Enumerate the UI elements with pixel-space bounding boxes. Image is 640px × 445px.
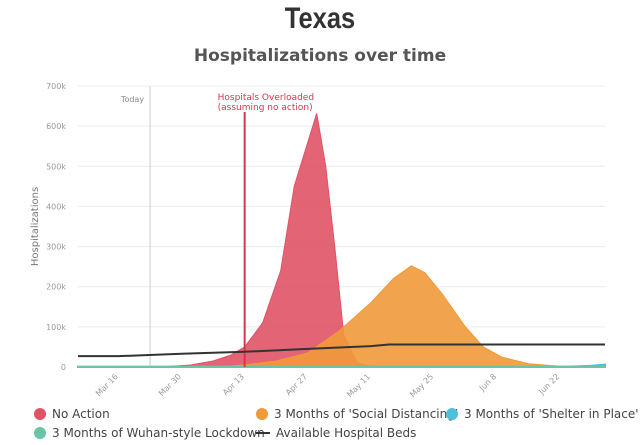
x-tick-label: Mar 16 (94, 372, 120, 398)
overloaded-sublabel: (assuming no action) (218, 103, 313, 113)
x-tick-label: May 11 (345, 372, 372, 399)
y-tick-label: 400k (46, 202, 66, 211)
x-tick-label: Jun 22 (536, 372, 561, 397)
x-tick-label: Apr 13 (221, 372, 246, 397)
y-tick-label: 700k (46, 82, 66, 91)
legend-label: 3 Months of Wuhan-style Lockdown (52, 426, 265, 440)
x-tick-label: May 25 (408, 372, 435, 399)
y-tick-label: 200k (46, 283, 66, 292)
y-tick-label: 100k (46, 323, 66, 332)
legend-label: 3 Months of 'Social Distancing' (274, 407, 459, 421)
chart: 0 100k 200k 300k 400k 500k 600k 700k Hospitaliza… (30, 82, 606, 399)
overloaded-label: Hospitals Overloaded (218, 93, 314, 103)
series-area-1 (78, 265, 606, 368)
y-tick-label: 0 (61, 363, 66, 372)
legend-item-no-action[interactable]: No Action (34, 407, 110, 421)
legend-item-shelter-in-place[interactable]: 3 Months of 'Shelter in Place' (446, 407, 639, 421)
x-tick-label: Mar 30 (157, 372, 183, 398)
chart-title: Texas (284, 2, 356, 35)
chart-subtitle: Hospitalizations over time (193, 46, 447, 66)
legend-marker (256, 432, 270, 434)
legend-label: No Action (52, 407, 110, 421)
legend-label: Available Hospital Beds (276, 426, 417, 440)
legend-marker (446, 408, 458, 420)
legend-marker (34, 427, 46, 439)
y-axis-label: Hospitalizations (30, 187, 41, 266)
x-tick-label: Apr 27 (284, 372, 309, 397)
legend-label: 3 Months of 'Shelter in Place' (464, 407, 639, 421)
today-label: Today (120, 95, 144, 104)
x-tick-label: Jun 8 (477, 372, 498, 393)
y-tick-label: 500k (46, 162, 66, 171)
hospital-beds-line (78, 343, 605, 358)
legend-item-wuhan-lockdown[interactable]: 3 Months of Wuhan-style Lockdown (34, 426, 265, 440)
y-tick-label: 600k (46, 122, 66, 131)
legend-item-social-distancing[interactable]: 3 Months of 'Social Distancing' (256, 407, 458, 421)
legend-item-hospital-beds[interactable]: Available Hospital Beds (256, 426, 416, 440)
y-tick-label: 300k (46, 243, 66, 252)
legend-marker (34, 408, 46, 420)
legend-marker (256, 408, 268, 420)
